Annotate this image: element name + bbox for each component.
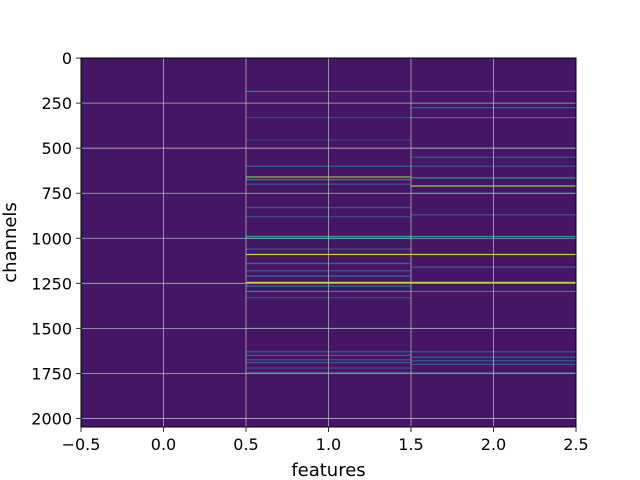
x-tick-label: 1.0 [316, 435, 341, 454]
y-tick-label: 250 [41, 94, 72, 113]
x-axis-label: features [291, 460, 365, 480]
y-tick-label: 2000 [31, 409, 72, 428]
x-tick-label: −0.5 [62, 435, 101, 454]
y-tick-label: 750 [41, 184, 72, 203]
x-tick-label: 1.5 [398, 435, 423, 454]
x-axis-ticks: −0.5 0.0 0.5 1.0 1.5 2.0 2.5 [62, 427, 589, 454]
y-tick-label: 1000 [31, 229, 72, 248]
y-tick-label: 1250 [31, 274, 72, 293]
y-axis-label: channels [0, 202, 21, 283]
y-tick-label: 0 [62, 49, 72, 68]
x-tick-label: 0.0 [151, 435, 176, 454]
y-tick-label: 500 [41, 139, 72, 158]
x-tick-label: 2.5 [563, 435, 588, 454]
y-tick-label: 1750 [31, 364, 72, 383]
y-axis-ticks: 0 250 500 750 1000 1250 1500 1750 2000 [31, 49, 81, 428]
y-tick-label: 1500 [31, 319, 72, 338]
x-tick-label: 0.5 [233, 435, 258, 454]
x-tick-label: 2.0 [481, 435, 506, 454]
plot-area [80, 57, 577, 428]
